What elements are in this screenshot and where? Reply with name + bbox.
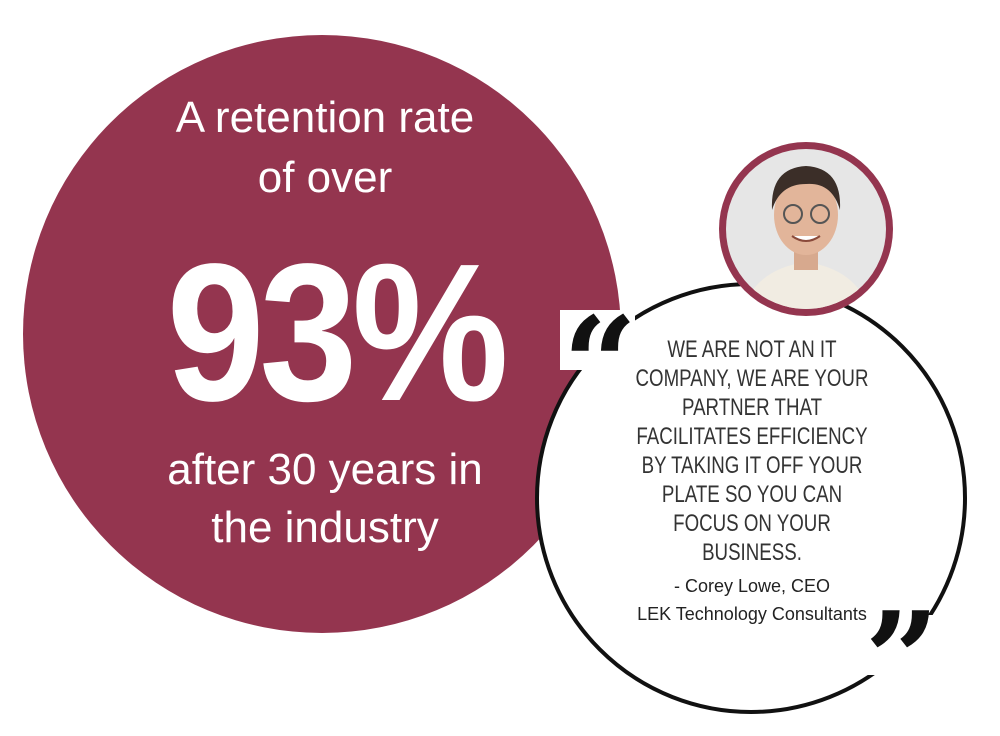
quote-line: WE ARE NOT AN IT	[667, 336, 836, 363]
outro-line: after 30 years in	[167, 445, 483, 494]
quote-line: PARTNER THAT	[682, 394, 822, 421]
quote-line: COMPANY, WE ARE YOUR	[636, 365, 869, 392]
quote-line: BY TAKING IT OFF YOUR	[642, 452, 863, 479]
outro-line: the industry	[211, 503, 438, 552]
stat-circle	[23, 35, 621, 633]
attribution: - Corey Lowe, CEO	[674, 576, 830, 596]
open-quote: “	[563, 288, 638, 441]
quote-line: BUSINESS.	[702, 539, 802, 566]
intro-line: of over	[258, 153, 393, 202]
attribution: LEK Technology Consultants	[637, 604, 867, 624]
intro-line: A retention rate	[176, 93, 474, 142]
gap	[560, 310, 635, 370]
quote-line: FACILITATES EFFICIENCY	[636, 423, 867, 450]
quote-line: FOCUS ON YOUR	[673, 510, 831, 537]
stat-figure: 93%	[167, 222, 505, 442]
gap	[862, 615, 942, 675]
portrait	[719, 142, 893, 316]
close-quote: ”	[865, 583, 940, 736]
quote-line: PLATE SO YOU CAN	[662, 481, 842, 508]
